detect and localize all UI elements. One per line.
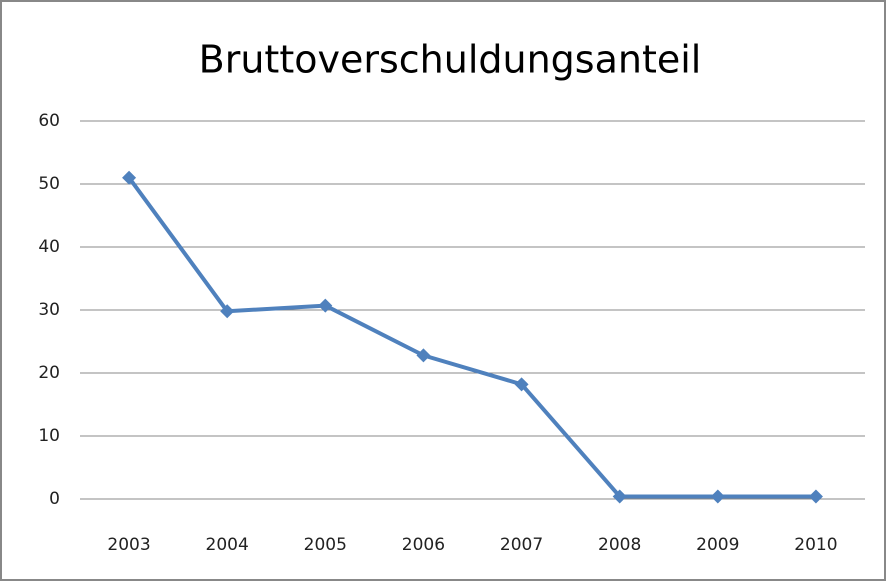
data-point — [514, 377, 529, 392]
y-tick-label: 40 — [38, 237, 60, 257]
x-tick-label: 2007 — [500, 535, 543, 555]
data-point — [318, 298, 333, 313]
x-tick-label: 2005 — [304, 535, 347, 555]
x-tick-label: 2009 — [696, 535, 739, 555]
x-tick-label: 2004 — [206, 535, 249, 555]
y-tick-label: 10 — [38, 426, 60, 446]
y-tick-label: 30 — [38, 300, 60, 320]
y-tick-label: 50 — [38, 174, 60, 194]
data-point — [416, 348, 431, 363]
y-tick-label: 20 — [38, 363, 60, 383]
data-point — [220, 304, 235, 319]
chart-title: Bruttoverschuldungsanteil — [199, 38, 702, 82]
data-point — [710, 489, 725, 504]
y-tick-label: 0 — [49, 489, 60, 509]
y-tick-label: 60 — [38, 111, 60, 131]
data-point — [612, 489, 627, 504]
data-line — [127, 176, 816, 499]
x-tick-label: 2006 — [402, 535, 445, 555]
x-tick-label: 2008 — [598, 535, 641, 555]
data-point — [808, 489, 823, 504]
data-point — [122, 170, 137, 185]
x-tick-label: 2010 — [794, 535, 837, 555]
x-tick-label: 2003 — [107, 535, 150, 555]
